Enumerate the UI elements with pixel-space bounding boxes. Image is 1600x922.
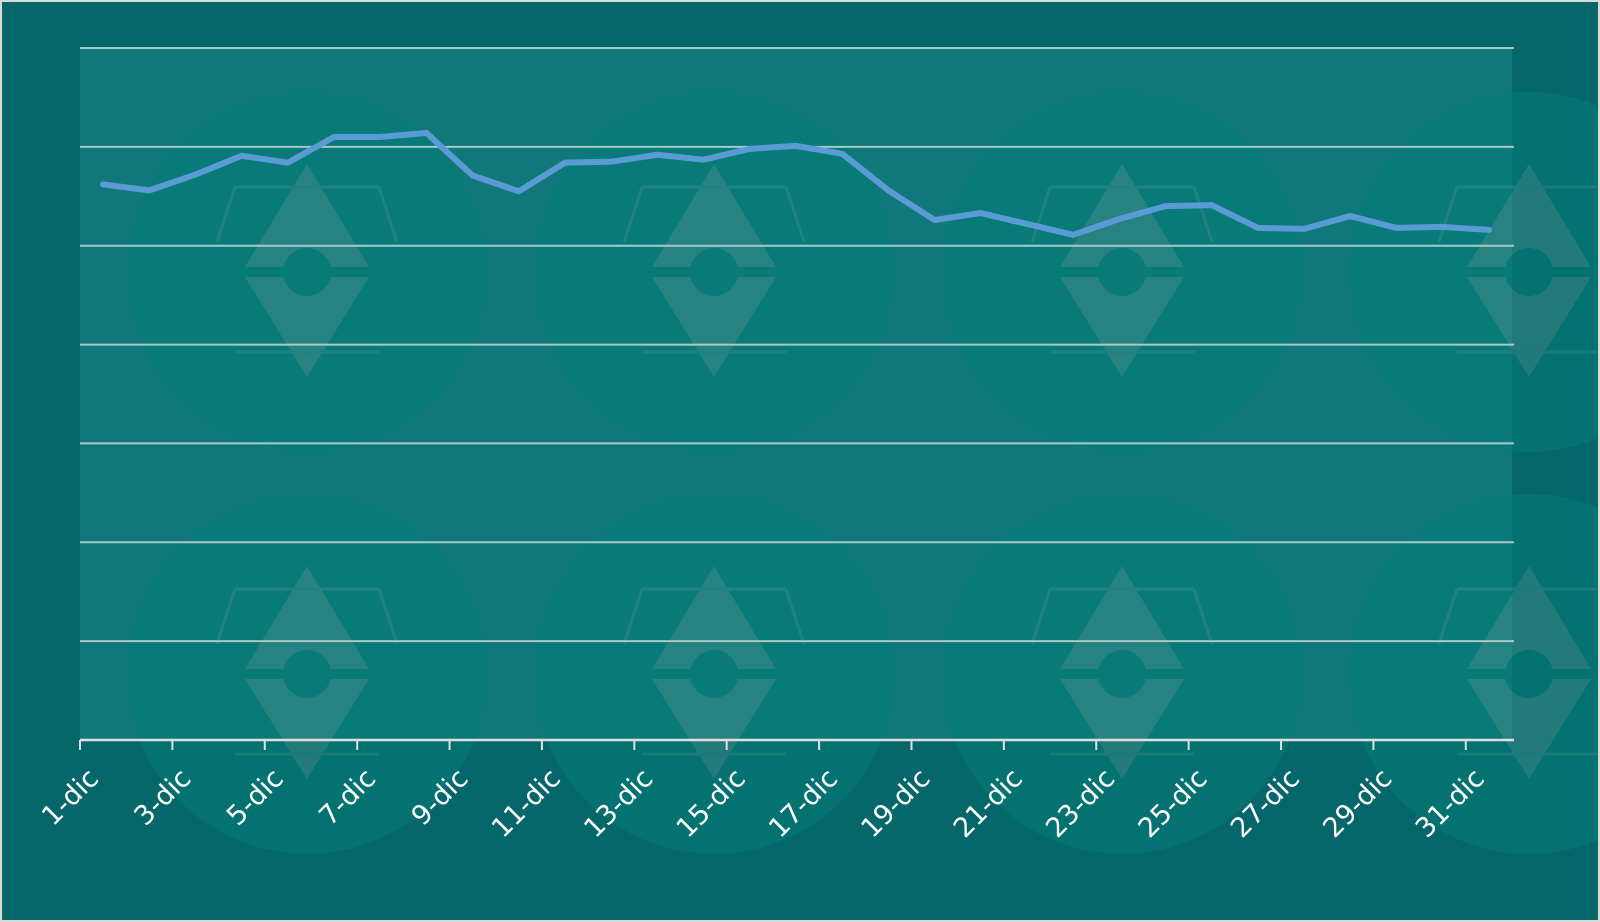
watermark-diamond — [245, 566, 369, 779]
watermark-diamond — [652, 566, 776, 779]
x-tick-label: 11-dic — [486, 763, 567, 844]
x-tick-label: 1-dic — [36, 763, 105, 832]
watermark-diamond — [1467, 164, 1591, 377]
watermark-circuit — [622, 587, 806, 756]
x-tick-label: 29-dic — [1317, 763, 1398, 844]
watermark-diamond — [1060, 566, 1184, 779]
watermark-circuit — [215, 587, 399, 756]
watermark-hole — [690, 248, 738, 296]
watermark-hole — [1098, 650, 1146, 698]
watermark-hole — [1098, 248, 1146, 296]
watermark-circuit — [1030, 185, 1214, 354]
watermark-hole — [1505, 248, 1553, 296]
x-tick-label: 19-dic — [855, 763, 936, 844]
watermark-hole — [283, 248, 331, 296]
watermark-diamond — [1060, 164, 1184, 377]
watermark-diamond — [652, 164, 776, 377]
watermark-circuit — [1437, 587, 1598, 756]
watermark-hole — [690, 650, 738, 698]
watermark-diamond — [245, 164, 369, 377]
watermark-circuit — [1437, 185, 1598, 354]
watermark-circuit — [622, 185, 806, 354]
watermark-hole — [1505, 650, 1553, 698]
watermark-circuit — [215, 185, 399, 354]
watermark — [127, 92, 1598, 854]
watermark-circuit — [1030, 587, 1214, 756]
watermark-hole — [283, 650, 331, 698]
watermark-diamond — [1467, 566, 1591, 779]
